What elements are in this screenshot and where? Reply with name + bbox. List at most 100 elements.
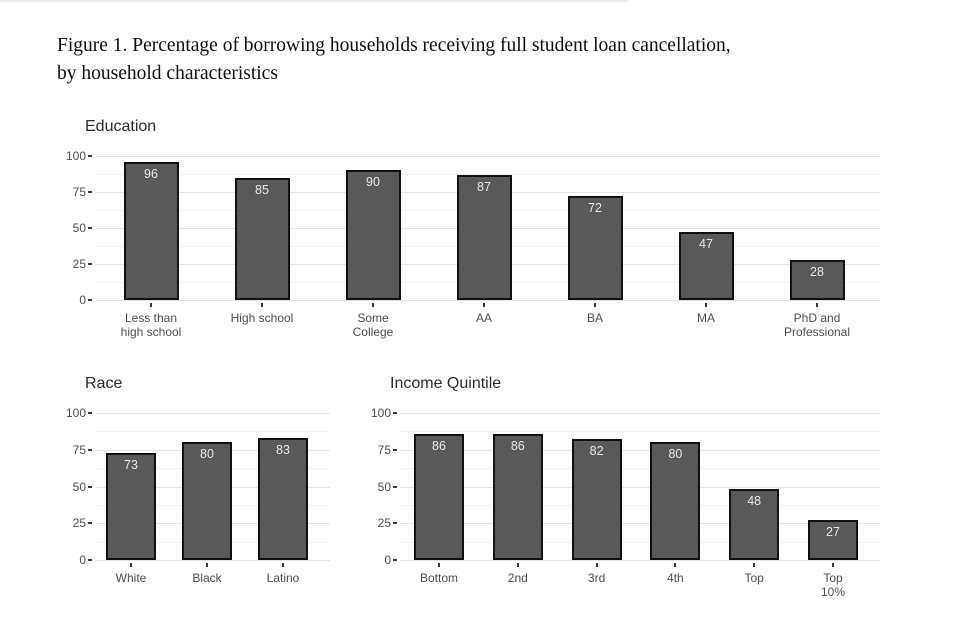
major-gridline [95, 156, 880, 157]
x-axis-tick-mark [130, 563, 132, 567]
y-axis-tick-label: 100 [65, 406, 86, 420]
income-quintile-chart-plot-area: 86 86 82 80 48 27 [400, 413, 880, 561]
y-axis-tick-mark [393, 522, 397, 525]
x-axis-tick-mark [595, 563, 598, 567]
y-axis-tick-label: 50 [377, 479, 391, 494]
y-axis-tick-label: 50 [72, 221, 86, 235]
bar: 28 [789, 259, 845, 300]
education-chart-plot-area: 96 85 90 87 72 47 28 [95, 156, 880, 301]
bar: 73 [106, 452, 156, 560]
bar: 82 [571, 439, 622, 560]
x-axis-tick-mark [705, 303, 707, 307]
x-axis-tick-label: Latino [266, 571, 300, 585]
x-axis-tick-mark [832, 563, 834, 567]
x-axis-tick-mark [206, 563, 208, 567]
y-axis-tick-mark [88, 522, 92, 525]
minor-gridline [400, 504, 880, 506]
bar-value-label: 90 [366, 175, 380, 190]
x-axis-tick-mark [372, 303, 374, 307]
y-axis-tick-label: 0 [79, 293, 86, 307]
x-axis-tick-mark [150, 303, 152, 307]
bar: 80 [182, 442, 232, 560]
y-axis-tick-mark [88, 263, 92, 265]
x-axis-tick-label: High school [230, 311, 294, 325]
major-gridline [95, 560, 330, 561]
bar: 48 [729, 489, 780, 560]
y-axis-tick-label: 75 [72, 442, 86, 457]
bar-value-label: 28 [810, 264, 824, 279]
bar: 47 [678, 232, 734, 300]
y-axis-tick-mark [88, 559, 92, 561]
minor-gridline [95, 174, 880, 175]
y-axis-tick-label: 50 [72, 479, 86, 494]
bar-value-label: 96 [144, 166, 158, 181]
bar: 80 [650, 442, 701, 560]
bar: 83 [258, 437, 308, 560]
y-axis-tick-label: 25 [377, 516, 391, 531]
figure-title-line-2: by household characteristics [57, 63, 278, 84]
y-axis-tick-label: 100 [65, 149, 86, 163]
y-axis-tick-label: 25 [72, 257, 86, 271]
x-axis-tick-mark [816, 303, 818, 307]
y-axis-tick-mark [393, 448, 397, 451]
major-gridline [400, 413, 880, 414]
x-axis-tick-mark [261, 303, 263, 307]
major-gridline [400, 486, 880, 488]
major-gridline [95, 413, 330, 414]
x-axis-tick-label: 3rd [587, 571, 606, 585]
y-axis-tick-mark [88, 227, 92, 229]
x-axis-tick-label: Black [192, 571, 222, 585]
bar: 90 [345, 170, 401, 300]
major-gridline [400, 523, 880, 525]
bar: 86 [414, 433, 464, 560]
bar-value-label: 83 [276, 442, 290, 457]
x-axis-tick-label: AA [475, 311, 492, 325]
y-axis-tick-label: 100 [370, 406, 391, 420]
race-chart-title: Race [85, 375, 123, 392]
x-axis-tick-label: Bottom [419, 571, 458, 585]
minor-gridline [400, 468, 880, 470]
y-axis-tick-label: 25 [72, 516, 86, 531]
bar-value-label: 48 [747, 494, 762, 509]
y-axis-tick-mark [88, 448, 92, 451]
income-quintile-chart-title: Income Quintile [390, 375, 502, 392]
y-axis-tick-label: 0 [79, 553, 86, 567]
bar-value-label: 80 [200, 447, 214, 462]
minor-gridline [95, 431, 330, 433]
x-axis-tick-label: Some College [352, 311, 394, 339]
bar: 72 [567, 196, 623, 300]
bar-value-label: 72 [588, 201, 602, 216]
y-axis-tick-mark [393, 559, 397, 561]
bar: 85 [234, 177, 290, 300]
y-axis-tick-mark [88, 412, 92, 414]
bar: 27 [808, 520, 858, 560]
y-axis-tick-label: 75 [72, 185, 86, 199]
x-axis-tick-mark [438, 563, 440, 567]
major-gridline [400, 449, 880, 451]
bar-value-label: 27 [826, 525, 840, 540]
bar: 96 [123, 161, 179, 300]
x-axis-tick-mark [516, 563, 519, 567]
x-axis-tick-mark [753, 563, 756, 567]
major-gridline [95, 300, 880, 301]
figure-title: Figure 1. Percentage of borrowing househ… [57, 32, 927, 88]
bar-value-label: 80 [668, 447, 683, 462]
bar-value-label: 85 [255, 182, 269, 197]
y-axis-tick-mark [88, 155, 92, 157]
bar-value-label: 82 [589, 444, 604, 459]
x-axis-tick-label: MA [697, 311, 715, 325]
y-axis-tick-label: 0 [384, 553, 391, 567]
x-axis-tick-label: 2nd [507, 571, 528, 585]
bar-value-label: 86 [510, 438, 525, 453]
x-axis-tick-mark [282, 563, 284, 567]
x-axis-tick-mark [674, 563, 677, 567]
x-axis-tick-mark [483, 303, 485, 307]
bar-value-label: 47 [699, 237, 713, 252]
x-axis-tick-label: Top [744, 571, 764, 585]
page-top-divider [0, 0, 628, 2]
y-axis-tick-mark [88, 299, 92, 301]
bar: 86 [492, 433, 543, 560]
bar-value-label: 87 [477, 179, 491, 194]
y-axis-tick-mark [393, 485, 397, 488]
